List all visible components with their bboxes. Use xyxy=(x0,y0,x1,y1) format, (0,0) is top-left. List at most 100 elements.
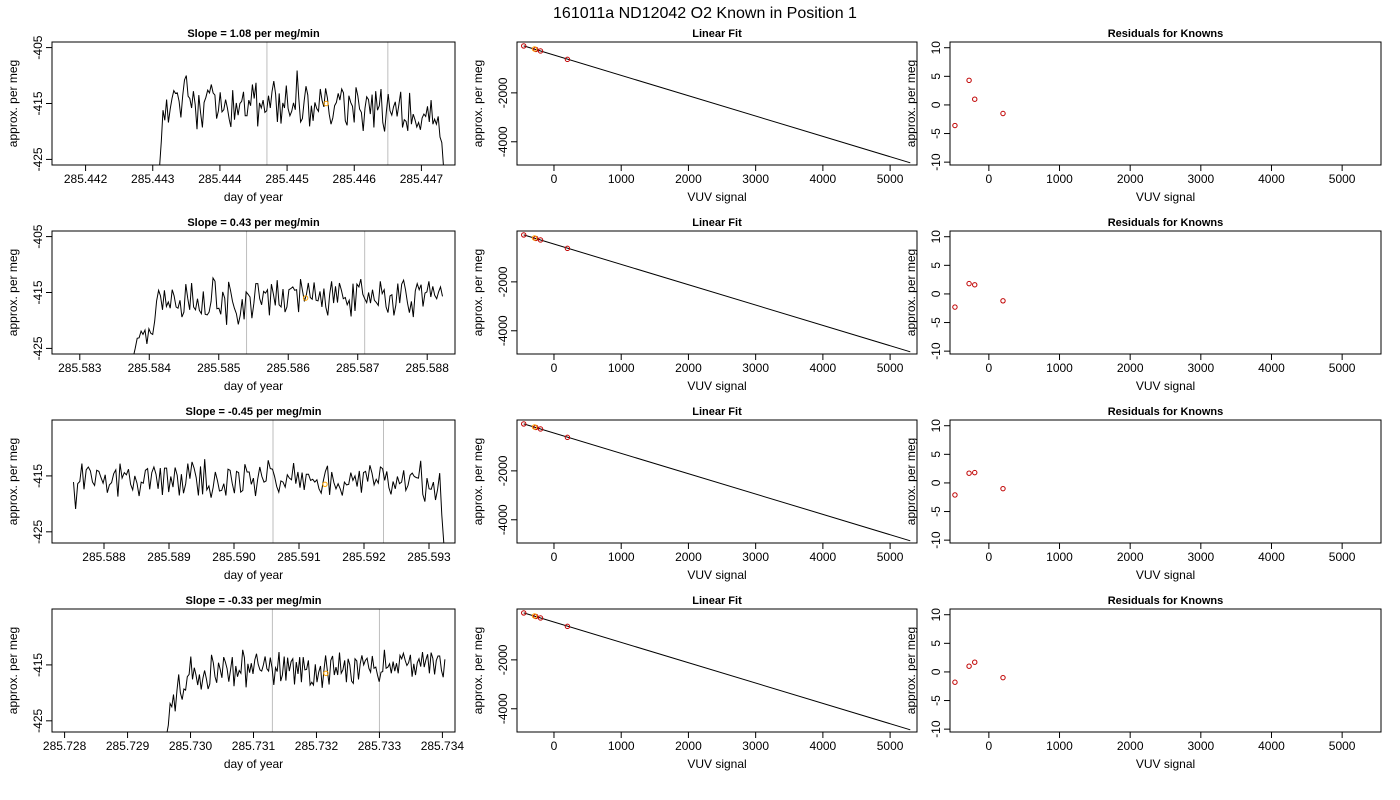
y-axis-label: approx. per meg xyxy=(6,249,20,336)
x-tick-label: 2000 xyxy=(1117,361,1144,375)
panel-title: Slope = 1.08 per meg/min xyxy=(187,28,320,40)
y-tick-label: -2000 xyxy=(496,455,510,486)
plot-frame xyxy=(516,608,918,733)
highlight-point xyxy=(531,613,538,619)
data-point xyxy=(1000,298,1006,304)
y-tick-label: -10 xyxy=(929,153,943,171)
x-tick-label: 285.734 xyxy=(421,739,465,753)
y-tick-label: -4000 xyxy=(496,126,510,157)
data-point xyxy=(521,43,527,49)
data-point xyxy=(952,122,958,129)
panel-fit-4: Linear Fit 0 1000 2000 3000 4000 5000 -2000 -400… xyxy=(471,595,918,771)
plot-frame xyxy=(516,41,918,166)
y-axis-label: approx. per meg xyxy=(471,60,485,147)
plot-frame xyxy=(949,608,1382,733)
plot-frame xyxy=(949,230,1382,355)
x-tick-label: 4000 xyxy=(1258,739,1285,753)
data-point xyxy=(537,615,544,621)
x-tick-label: 2000 xyxy=(675,739,702,753)
data-point xyxy=(564,434,571,441)
data-point xyxy=(972,96,978,102)
x-tick-label: 4000 xyxy=(810,361,837,375)
x-axis-label: day of year xyxy=(224,379,283,393)
x-axis-label: VUV signal xyxy=(1136,190,1195,204)
x-tick-label: 4000 xyxy=(1258,550,1285,564)
y-axis-label: approx. per meg xyxy=(904,627,918,714)
y-axis-label: approx. per meg xyxy=(904,60,918,147)
x-axis-label: VUV signal xyxy=(1136,757,1195,771)
x-axis-label: VUV signal xyxy=(1136,379,1195,393)
x-tick-label: 0 xyxy=(986,172,993,186)
y-tick-label: -2000 xyxy=(496,266,510,297)
x-tick-label: 285.586 xyxy=(267,361,311,375)
fit-line xyxy=(523,45,911,164)
x-tick-label: 285.588 xyxy=(82,550,126,564)
x-tick-label: 1000 xyxy=(1046,550,1073,564)
panel-title: Slope = 0.43 per meg/min xyxy=(187,217,320,229)
panel-grid: Slope = 1.08 per meg/min 285.442 285.443 28… xyxy=(6,28,1382,771)
data-point xyxy=(966,663,972,669)
y-tick-label: -4000 xyxy=(496,504,510,535)
plot-frame xyxy=(51,608,456,733)
x-tick-label: 285.442 xyxy=(64,172,108,186)
data-point xyxy=(1000,485,1006,492)
x-tick-label: 285.592 xyxy=(342,550,386,564)
y-tick-label: -405 xyxy=(31,224,45,248)
fit-line xyxy=(523,612,911,731)
x-tick-label: 0 xyxy=(986,739,993,753)
data-point xyxy=(537,237,544,243)
y-tick-label: -415 xyxy=(31,653,45,677)
x-axis-label: day of year xyxy=(224,190,283,204)
x-axis-label: VUV signal xyxy=(687,757,746,771)
x-tick-label: 0 xyxy=(986,361,993,375)
data-layer xyxy=(521,421,911,542)
x-tick-label: 4000 xyxy=(810,739,837,753)
x-axis-label: VUV signal xyxy=(687,568,746,582)
x-tick-label: 2000 xyxy=(1117,739,1144,753)
x-tick-label: 3000 xyxy=(742,172,769,186)
y-tick-label: -5 xyxy=(929,506,943,517)
x-axis-label: day of year xyxy=(224,757,283,771)
data-point xyxy=(1000,110,1006,117)
y-tick-label: 5 xyxy=(929,73,943,80)
x-tick-label: 5000 xyxy=(877,550,904,564)
y-tick-label: -4000 xyxy=(496,315,510,346)
data-point xyxy=(537,48,544,54)
x-tick-label: 3000 xyxy=(1187,550,1214,564)
x-tick-label: 5000 xyxy=(1329,550,1356,564)
x-tick-label: 1000 xyxy=(1046,739,1073,753)
data-layer xyxy=(952,659,1006,685)
x-tick-label: 285.583 xyxy=(58,361,102,375)
x-tick-label: 3000 xyxy=(1187,739,1214,753)
data-point xyxy=(521,421,527,427)
y-axis-label: approx. per meg xyxy=(6,60,20,147)
x-tick-label: 285.728 xyxy=(43,739,87,753)
y-tick-label: -2000 xyxy=(496,644,510,675)
plot-frame xyxy=(516,230,918,355)
panel-residuals-2: Residuals for Knowns 0 1000 2000 3000 4000 500… xyxy=(904,217,1382,393)
x-tick-label: 0 xyxy=(551,739,558,753)
y-tick-label: -5 xyxy=(929,695,943,706)
x-tick-label: 285.733 xyxy=(358,739,402,753)
x-tick-label: 4000 xyxy=(810,550,837,564)
x-tick-label: 2000 xyxy=(675,172,702,186)
y-tick-label: -4000 xyxy=(496,693,510,724)
x-tick-label: 4000 xyxy=(1258,361,1285,375)
data-point xyxy=(966,280,972,287)
x-tick-label: 5000 xyxy=(877,361,904,375)
y-tick-label: 0 xyxy=(929,668,943,675)
x-tick-label: 2000 xyxy=(675,550,702,564)
data-layer xyxy=(133,231,443,354)
figure-title: 161011a ND12042 O2 Known in Position 1 xyxy=(553,5,857,22)
x-tick-label: 2000 xyxy=(1117,172,1144,186)
series-line xyxy=(73,459,445,543)
x-tick-label: 285.446 xyxy=(333,172,377,186)
y-tick-label: 0 xyxy=(929,479,943,486)
data-point xyxy=(521,232,527,238)
data-point xyxy=(952,304,958,310)
panel-title: Residuals for Knowns xyxy=(1108,595,1224,607)
data-layer xyxy=(159,42,444,165)
highlight-point xyxy=(323,670,329,676)
y-tick-label: -415 xyxy=(31,464,45,488)
y-axis-label: approx. per meg xyxy=(904,249,918,336)
